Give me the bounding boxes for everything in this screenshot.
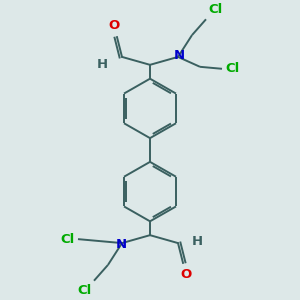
Text: O: O — [180, 268, 192, 281]
Text: Cl: Cl — [208, 3, 222, 16]
Text: N: N — [116, 238, 127, 250]
Text: O: O — [108, 19, 120, 32]
Text: N: N — [173, 50, 184, 62]
Text: Cl: Cl — [78, 284, 92, 297]
Text: H: H — [192, 235, 203, 248]
Text: H: H — [97, 58, 108, 71]
Text: Cl: Cl — [225, 62, 239, 75]
Text: Cl: Cl — [61, 232, 75, 246]
